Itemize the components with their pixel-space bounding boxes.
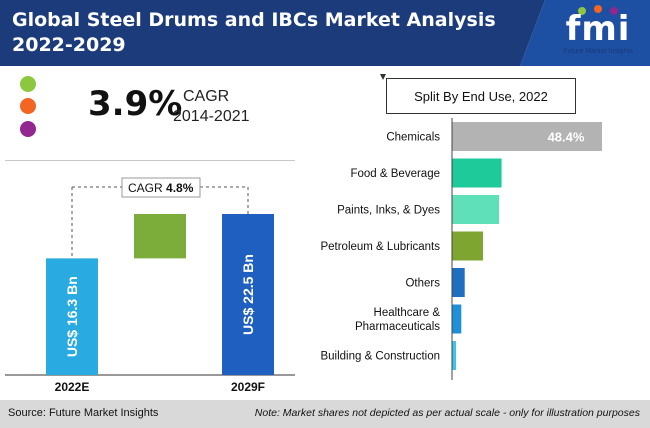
header-band [0,0,650,66]
header: Global Steel Drums and IBCs Market Analy… [0,0,650,66]
category-label: Pharmaceuticals [355,321,440,333]
split-title: Split By End Use, 2022 [386,78,576,114]
category-label: 2029F [231,380,265,394]
category-label: Food & Beverage [350,168,440,180]
green-dot-icon [20,76,36,92]
logo-subtitle: Future Market Insights [563,48,633,55]
category-label: Petroleum & Lubricants [320,241,440,253]
purple-dot-icon [20,121,36,137]
bar-data-label: US$ 22.5 Bn [240,254,256,335]
bar-data-label: US$ 16.3 Bn [64,276,80,357]
logo-text: fmi [565,9,631,49]
bar-building-construction [452,341,457,370]
cagr-box [121,177,201,198]
cagr-period: 2014-2021 [173,108,250,125]
bar-chemicals [452,122,602,151]
end-use-chart: Chemicals 48.4% Food & Beverage Paints, Ink… [320,118,602,380]
bar-2029F [222,214,274,375]
category-label: Chemicals [386,132,440,144]
category-label: 2022E [55,380,90,394]
logo-dots-icon [578,5,618,15]
cagr-label: CAGR [183,88,230,105]
fmi-logo: fmi Future Market Insights [552,4,644,60]
orange-dot-icon [20,98,36,114]
bar-food-beverage [452,158,502,188]
market-size-chart: US$ 16.3 Bn 2022E US$ 22.5 Bn 2029F CAGR 4.8… [5,177,295,394]
bar-petroleum-lubricants [452,231,483,261]
split-title-arrow-icon [380,74,386,80]
source-text: Source: Future Market Insights [8,407,159,419]
bar-paints-inks-dyes [452,195,500,224]
cagr-box-value: 4.8% [166,181,194,195]
page-title: Global Steel Drums and IBCs Market Analy… [12,9,496,56]
footer-band [0,400,650,428]
category-label: Building & Construction [320,351,440,363]
increment-bar [134,214,186,259]
bar-data-label: 48.4% [548,130,585,145]
category-label: Paints, Inks, & Dyes [337,205,440,217]
note-text: Note: Market shares not depicted as per … [254,407,640,419]
cagr-value: 3.9% [88,84,183,124]
category-label: Others [405,278,440,290]
cagr-box-label: CAGR 4.8% [128,181,194,195]
bar-healthcare-pharmaceuticals [452,304,462,334]
section-divider [5,160,295,161]
category-label: Healthcare & [374,307,441,319]
bar-others [452,268,465,297]
bar-2022E [46,258,98,375]
